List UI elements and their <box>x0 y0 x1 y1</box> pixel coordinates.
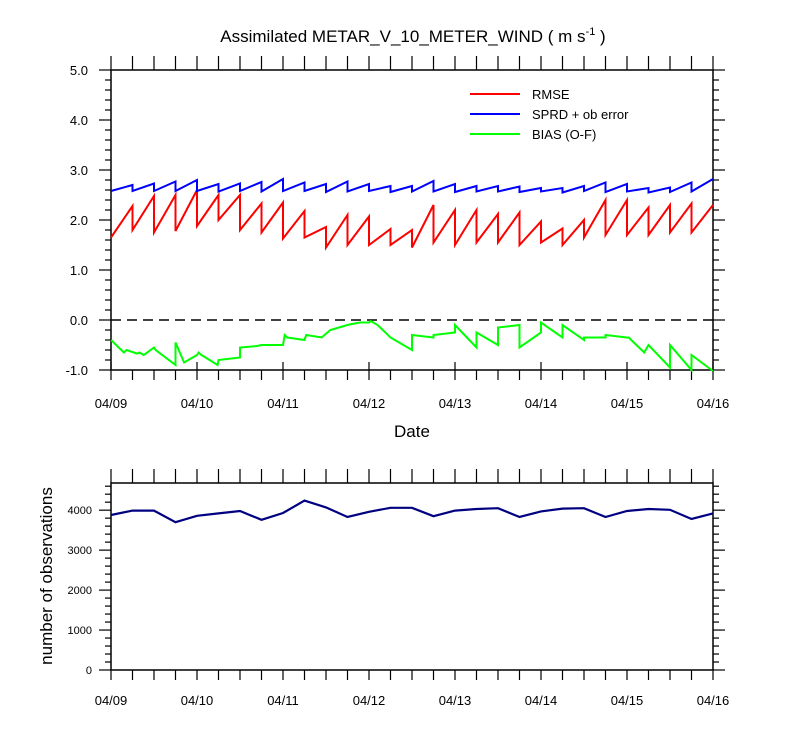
x-tick-label: 04/12 <box>353 693 386 708</box>
x-tick-label: 04/09 <box>95 693 128 708</box>
x-tick-label: 04/14 <box>525 693 558 708</box>
y-axis-label-bottom: number of observations <box>37 487 56 665</box>
y-tick-label: 1000 <box>68 625 92 637</box>
observation-count-panel: 04/09 04/10 04/11 04/12 04/13 04/14 04/15 04/16… <box>68 469 730 708</box>
x-tick-label: 04/13 <box>439 693 472 708</box>
legend-label-bias: BIAS (O-F) <box>532 127 596 142</box>
chart-title-end: ) <box>595 27 605 46</box>
y-tick-label: -1.0 <box>66 363 88 378</box>
y-tick-label: 3000 <box>68 545 92 557</box>
x-tick-label: 04/10 <box>181 396 214 411</box>
x-tick-label: 04/15 <box>611 693 644 708</box>
chart-title-superscript: -1 <box>586 26 596 38</box>
x-axis-label: Date <box>394 422 430 441</box>
series-line-observations <box>110 499 714 524</box>
rmse-spread-bias-panel: 04/09 04/10 04/11 04/12 04/13 04/14 04/15 04/16… <box>66 56 730 411</box>
series-line-bias <box>110 319 714 373</box>
chart-title-main: Assimilated METAR_V_10_METER_WIND ( m s <box>220 27 585 46</box>
y-tick-label: 2000 <box>68 585 92 597</box>
y-tick-label: 4000 <box>68 505 92 517</box>
x-tick-label: 04/12 <box>353 396 386 411</box>
y-tick-label: 0 <box>86 665 92 677</box>
y-tick-label: 5.0 <box>70 63 88 78</box>
x-tick-label: 04/14 <box>525 396 558 411</box>
x-tick-label: 04/11 <box>267 396 299 411</box>
plot-frame-bottom <box>110 482 714 671</box>
x-tick-label: 04/16 <box>697 396 730 411</box>
y-tick-label: 1.0 <box>70 263 88 278</box>
y-tick-label: 3.0 <box>70 163 88 178</box>
series-line-spread <box>110 177 714 194</box>
y-tick-label: 4.0 <box>70 113 88 128</box>
x-tick-label: 04/13 <box>439 396 472 411</box>
y-tick-label: 0.0 <box>70 313 88 328</box>
y-tick-label: 2.0 <box>70 213 88 228</box>
series-line-rmse <box>110 189 714 251</box>
x-tick-label: 04/16 <box>697 693 730 708</box>
legend-label-rmse: RMSE <box>532 87 570 102</box>
x-tick-label: 04/11 <box>267 693 299 708</box>
chart-title: Assimilated METAR_V_10_METER_WIND ( m s-… <box>220 26 605 46</box>
legend-label-spread: SPRD + ob error <box>532 107 629 122</box>
x-tick-label: 04/10 <box>181 693 214 708</box>
x-tick-label: 04/09 <box>95 396 128 411</box>
x-tick-label: 04/15 <box>611 396 644 411</box>
